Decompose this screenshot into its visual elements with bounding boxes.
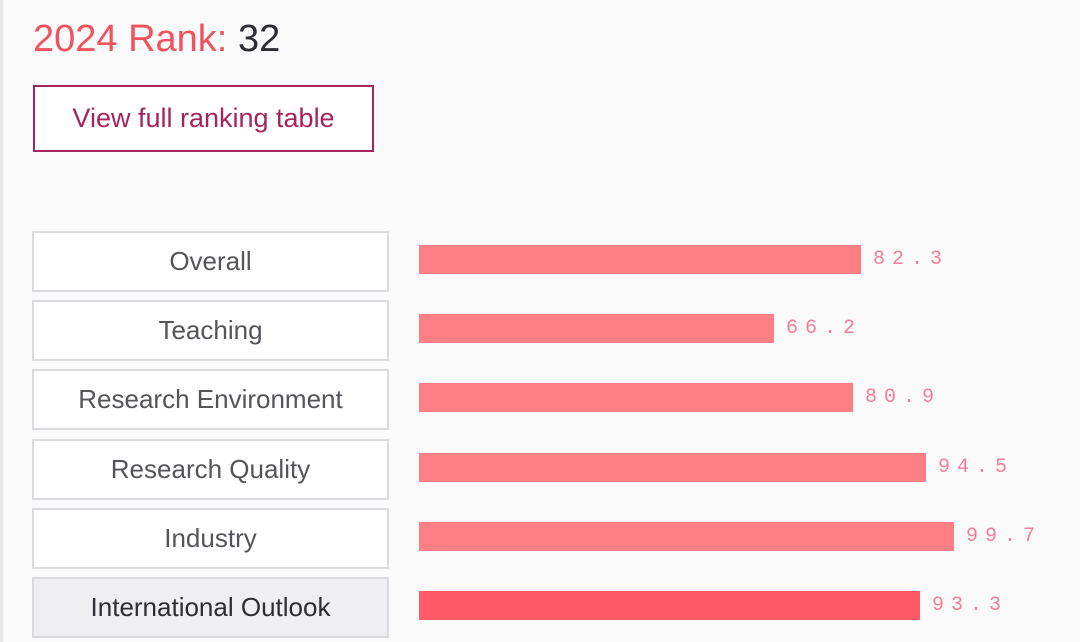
score-value-teaching: 66.2: [786, 317, 863, 340]
score-bar-research-quality: [419, 453, 926, 482]
metric-button-industry[interactable]: Industry: [32, 508, 389, 569]
score-bar-teaching: [419, 314, 774, 343]
rank-value: 32: [237, 18, 281, 60]
rank-label: 2024 Rank:: [33, 18, 228, 60]
metric-button-overall[interactable]: Overall: [32, 231, 389, 292]
score-value-research-quality: 94.5: [938, 456, 1015, 479]
metric-button-international-outlook[interactable]: International Outlook: [32, 577, 389, 638]
metric-button-teaching[interactable]: Teaching: [32, 300, 389, 361]
rank-heading: 2024 Rank: 32: [33, 14, 280, 64]
left-border: [0, 0, 3, 642]
score-bar-overall: [419, 245, 861, 274]
score-bar-research-environment: [419, 383, 853, 412]
view-full-ranking-table-button[interactable]: View full ranking table: [33, 85, 374, 152]
score-value-industry: 99.7: [966, 525, 1043, 548]
score-value-international-outlook: 93.3: [932, 594, 1009, 617]
score-value-overall: 82.3: [873, 248, 950, 271]
score-bar-international-outlook: [419, 591, 920, 620]
score-bar-industry: [419, 522, 954, 551]
score-value-research-environment: 80.9: [865, 386, 942, 409]
metric-button-research-environment[interactable]: Research Environment: [32, 369, 389, 430]
metric-button-research-quality[interactable]: Research Quality: [32, 439, 389, 500]
